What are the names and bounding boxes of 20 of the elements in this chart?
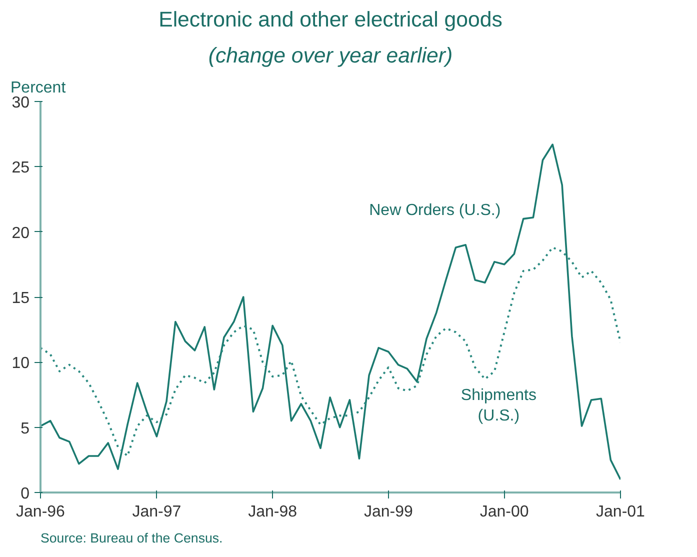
- y-tick-label: 15: [12, 290, 30, 307]
- y-tick-label: 20: [12, 224, 30, 242]
- line-series: [40, 246, 620, 458]
- x-tick-label: Jan-98: [248, 504, 298, 520]
- x-tick-label: Jan-99: [364, 504, 413, 520]
- x-tick-label: Jan-97: [132, 504, 182, 520]
- y-tick-label: 5: [20, 420, 30, 438]
- x-tick-label: Jan-96: [16, 504, 66, 520]
- x-tick-label: Jan-01: [596, 504, 646, 520]
- y-axis-title: Percent: [10, 80, 66, 96]
- y-tick-label: 30: [12, 94, 30, 112]
- series-label: Shipments (U.S.): [460, 386, 536, 424]
- y-tick-label: 0: [20, 486, 30, 502]
- x-tick-label: Jan-00: [480, 504, 529, 520]
- y-tick-label: 10: [12, 355, 30, 372]
- series-label: New Orders (U.S.): [369, 202, 501, 219]
- chart-subtitle: (change over year earlier): [208, 44, 453, 68]
- chart-title: Electronic and other electrical goods: [158, 8, 502, 32]
- y-tick-label: 25: [12, 160, 30, 177]
- source-note: Source: Bureau of the Census.: [40, 530, 223, 546]
